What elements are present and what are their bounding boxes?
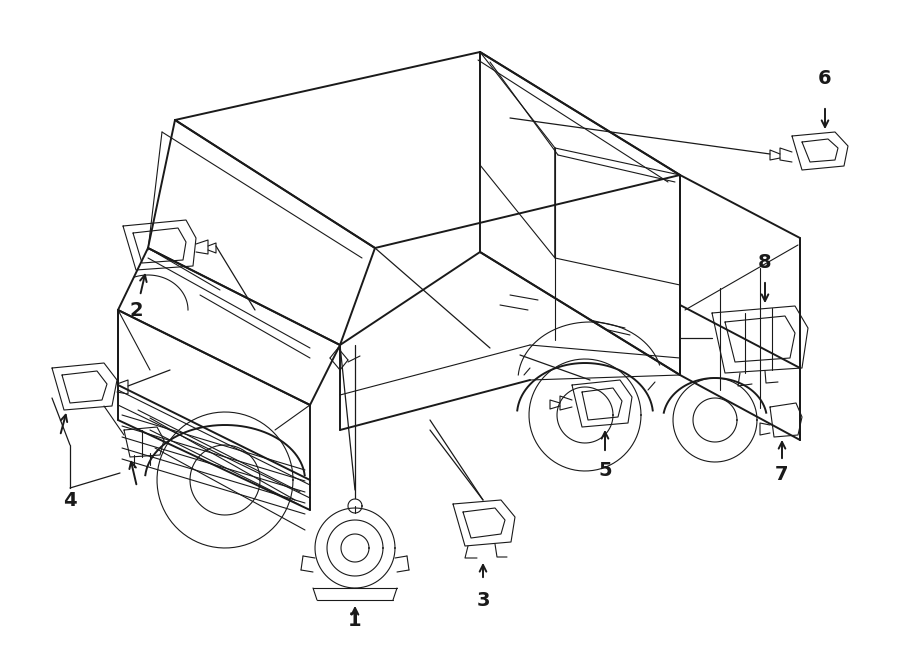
Text: 5: 5 [598, 461, 612, 479]
Text: 3: 3 [476, 590, 490, 609]
Text: 8: 8 [758, 253, 772, 272]
Text: 6: 6 [818, 69, 832, 87]
Text: 4: 4 [63, 490, 76, 510]
Text: 1: 1 [348, 611, 362, 629]
Text: 2: 2 [130, 301, 143, 319]
Text: 7: 7 [775, 465, 788, 485]
